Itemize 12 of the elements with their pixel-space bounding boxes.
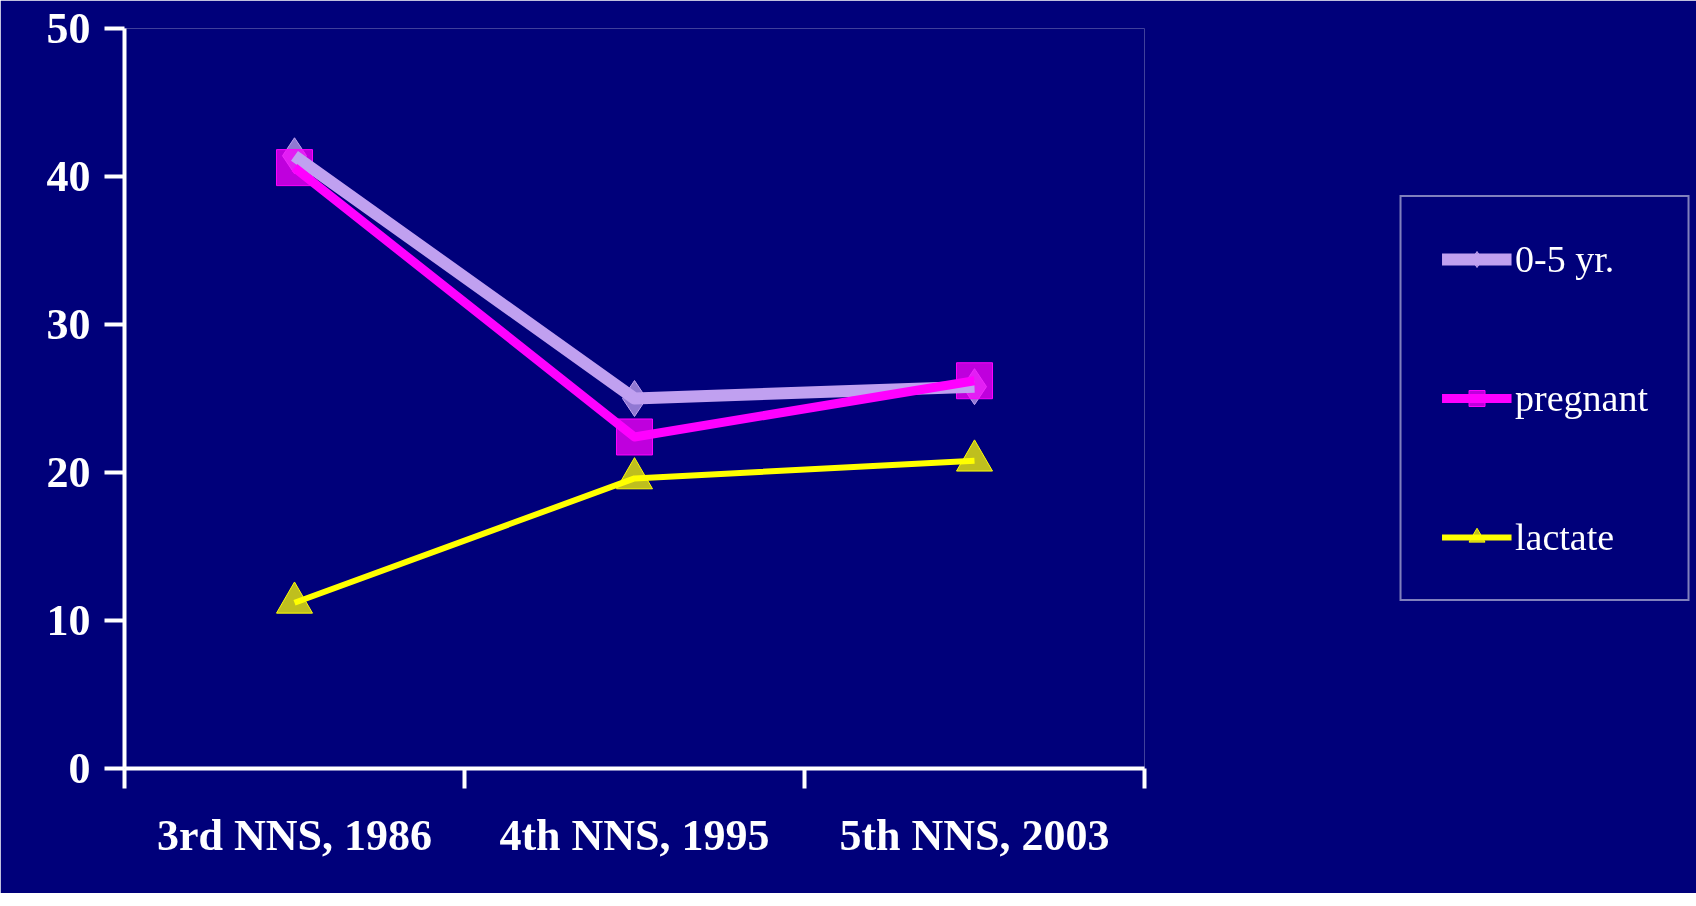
y-tick-label: 10 [46,596,91,645]
legend-label: lactate [1515,515,1615,559]
y-tick-label: 40 [46,152,91,201]
y-tick-label: 0 [68,744,91,793]
y-tick-label: 20 [46,448,91,497]
x-tick-label: 5th NNS, 2003 [839,810,1110,860]
y-tick-label: 30 [46,300,91,349]
x-tick-label: 4th NNS, 1995 [499,810,770,860]
y-tick-label: 50 [46,4,91,53]
legend-label: 0-5 yr. [1515,237,1615,281]
legend-label: pregnant [1515,376,1648,420]
x-tick-label: 3rd NNS, 1986 [156,810,433,860]
